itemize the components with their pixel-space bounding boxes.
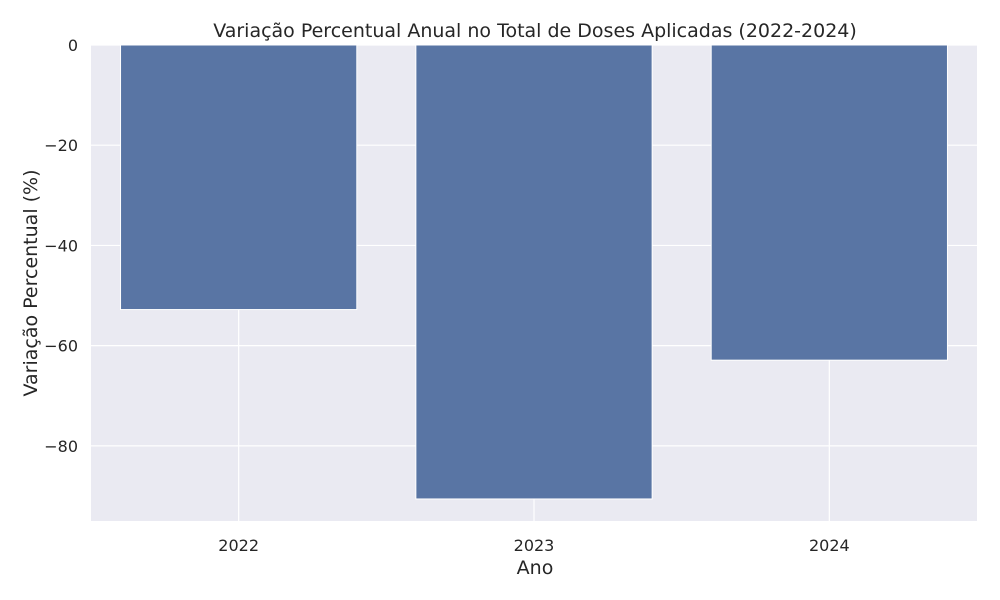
x-axis-label: Ano (517, 557, 554, 579)
y-axis-label: Variação Percentual (%) (20, 169, 42, 396)
y-tick-label: −80 (44, 437, 78, 456)
y-axis-ticks: 0 −20 −40 −60 −80 (44, 36, 78, 456)
y-tick-label: −20 (44, 136, 78, 155)
x-axis-ticks: 2022 2023 2024 (218, 536, 849, 555)
bar-2024 (710, 44, 948, 361)
x-tick-label: 2023 (514, 536, 555, 555)
bar-2022 (120, 44, 358, 311)
y-tick-label: 0 (68, 36, 78, 55)
y-tick-label: −60 (44, 337, 78, 356)
chart-title: Variação Percentual Anual no Total de Do… (213, 20, 857, 42)
bar-2023 (415, 44, 653, 500)
x-tick-label: 2024 (809, 536, 850, 555)
x-tick-label: 2022 (218, 536, 259, 555)
y-tick-label: −40 (44, 236, 78, 255)
bars (120, 44, 948, 500)
